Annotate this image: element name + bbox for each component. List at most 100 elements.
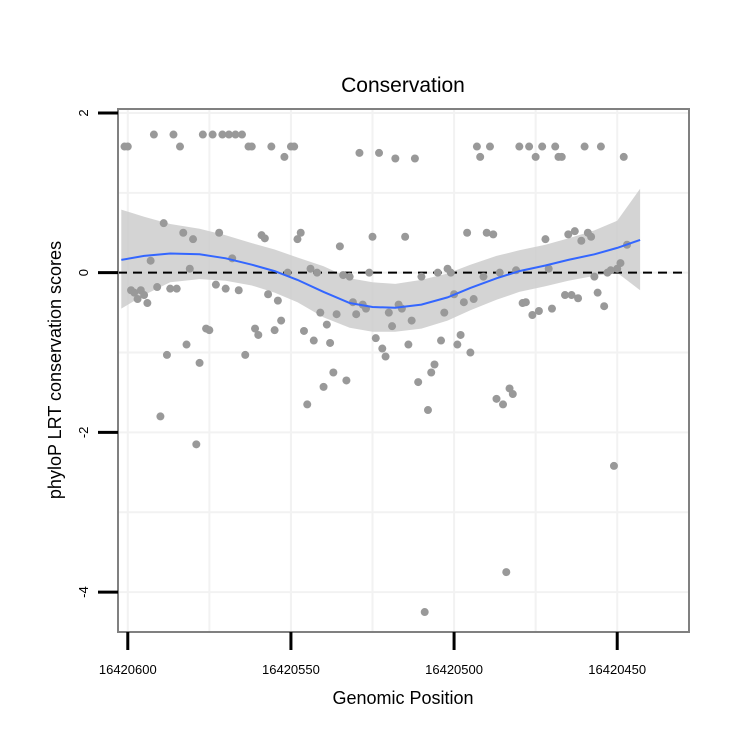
data-point [247, 142, 256, 151]
data-point [538, 142, 547, 151]
data-point [185, 264, 194, 273]
data-point [342, 376, 351, 385]
data-point [557, 152, 566, 161]
data-point [459, 298, 468, 307]
data-point [616, 259, 625, 268]
data-point [352, 310, 361, 319]
data-point [561, 291, 570, 300]
data-point [404, 340, 413, 349]
data-point [296, 228, 305, 237]
chart-title: Conservation [341, 74, 465, 97]
data-point [430, 360, 439, 369]
y-tick-label: -4 [76, 586, 91, 598]
data-point [420, 608, 429, 617]
data-point [547, 304, 556, 313]
x-tick-label: 16420600 [99, 662, 157, 677]
data-point [574, 294, 583, 303]
data-point [528, 311, 537, 320]
data-point [215, 228, 224, 237]
data-point [221, 284, 230, 293]
data-point [254, 330, 263, 339]
data-point [208, 130, 217, 139]
data-point [316, 308, 325, 317]
y-axis-ticks: 2 0 -2 -4 [76, 109, 118, 598]
data-point [587, 232, 596, 241]
data-point [401, 232, 410, 241]
data-point [567, 291, 576, 300]
data-point [335, 242, 344, 251]
data-point [169, 130, 178, 139]
data-point [433, 268, 442, 277]
x-axis-ticks: 16420600 16420550 16420500 16420450 [99, 632, 646, 677]
data-point [231, 130, 240, 139]
y-axis-label: phyloP LRT conservation scores [45, 241, 65, 499]
data-point [329, 368, 338, 377]
data-point [198, 130, 207, 139]
data-point [564, 230, 573, 239]
data-point [326, 338, 335, 347]
data-point [355, 148, 364, 157]
data-point [479, 272, 488, 281]
data-point [273, 296, 282, 305]
data-point [619, 152, 628, 161]
data-point [303, 400, 312, 409]
x-axis-label: Genomic Position [332, 688, 473, 708]
data-point [534, 307, 543, 316]
data-point [541, 235, 550, 244]
y-tick-label: -2 [76, 427, 91, 439]
data-point [267, 142, 276, 151]
data-point [293, 235, 302, 244]
data-point [322, 320, 331, 329]
data-point [368, 232, 377, 241]
data-point [381, 352, 390, 361]
data-point [502, 568, 511, 577]
data-point [606, 266, 615, 275]
data-point [371, 334, 380, 343]
x-tick-label: 16420550 [262, 662, 320, 677]
data-point [410, 154, 419, 163]
data-point [162, 350, 171, 359]
data-point [384, 308, 393, 317]
data-point [469, 295, 478, 304]
data-point [423, 406, 432, 415]
y-tick-label: 0 [76, 269, 91, 276]
data-point [280, 152, 289, 161]
data-point [182, 340, 191, 349]
data-point [211, 280, 220, 289]
data-point [143, 299, 152, 308]
data-point [525, 142, 534, 151]
data-point [192, 440, 201, 449]
data-point [600, 302, 609, 311]
data-point [544, 264, 553, 273]
data-point [427, 368, 436, 377]
data-point [463, 228, 472, 237]
data-point [159, 219, 168, 228]
data-point [391, 154, 400, 163]
smooth-line-layer [121, 238, 641, 309]
data-point [388, 322, 397, 331]
data-point [593, 288, 602, 297]
data-point [485, 142, 494, 151]
data-point [309, 336, 318, 345]
data-point [339, 271, 348, 280]
data-point [123, 142, 132, 151]
data-point [264, 290, 273, 299]
data-point [156, 412, 165, 421]
x-tick-label: 16420450 [588, 662, 646, 677]
data-point [172, 284, 181, 293]
data-point [133, 295, 142, 304]
data-point [466, 348, 475, 357]
data-point [407, 316, 416, 325]
data-point [515, 142, 524, 151]
data-point [437, 336, 446, 345]
data-point [290, 142, 299, 151]
data-point [508, 390, 517, 399]
data-point [580, 142, 589, 151]
data-point [570, 227, 579, 236]
data-point [319, 382, 328, 391]
data-point [472, 142, 481, 151]
data-point [140, 291, 149, 300]
data-point [251, 324, 260, 333]
data-point [365, 268, 374, 277]
data-point [270, 326, 279, 335]
